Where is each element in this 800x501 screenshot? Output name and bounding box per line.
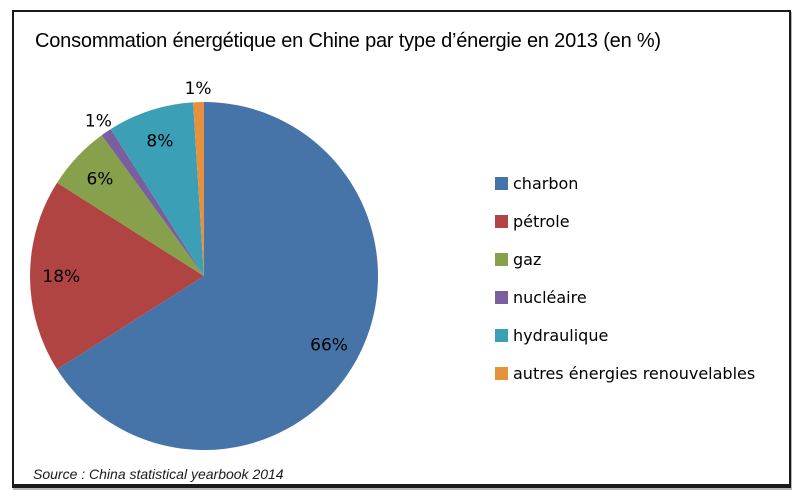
legend-item: autres énergies renouvelables: [495, 354, 755, 392]
pie-value-label: 1%: [185, 79, 212, 99]
pie-value-label: 66%: [310, 336, 348, 356]
legend-label: pétrole: [513, 211, 570, 231]
legend-item: gaz: [495, 240, 755, 278]
chart-frame: Consommation énergétique en Chine par ty…: [12, 10, 791, 488]
legend-swatch: [495, 366, 508, 380]
pie-chart: 66% 18% 6% 1% 8% 1%: [30, 79, 378, 450]
pie-slice-gaz: [57, 135, 204, 276]
pie-value-label: 1%: [85, 112, 112, 132]
legend-swatch: [495, 176, 508, 190]
pie-slice-nucléaire: [101, 129, 204, 276]
legend-swatch: [495, 290, 508, 304]
legend-label: gaz: [513, 249, 542, 269]
pie-value-label: 6%: [86, 169, 113, 189]
legend-item: hydraulique: [495, 316, 755, 354]
legend-swatch: [495, 252, 508, 266]
chart-legend: charbon pétrole gaz nucléaire hydraulique aut…: [495, 164, 755, 392]
legend-swatch: [495, 328, 508, 342]
pie-value-label: 18%: [42, 267, 80, 287]
legend-item: pétrole: [495, 202, 755, 240]
pie-slice-hydraulique: [110, 102, 204, 276]
pie-value-label: 8%: [146, 131, 173, 151]
source-note: Source : China statistical yearbook 2014: [33, 466, 284, 482]
chart-title: Consommation énergétique en Chine par ty…: [35, 30, 661, 52]
legend-label: autres énergies renouvelables: [513, 363, 756, 383]
pie-slice-charbon: [57, 102, 378, 450]
pie-value-labels: 66% 18% 6% 1% 8% 1%: [42, 79, 348, 356]
legend-swatch: [495, 214, 508, 228]
legend-item: nucléaire: [495, 278, 755, 316]
pie-slice-autres-énergies-renouvelables: [193, 102, 204, 276]
pie-slice-pétrole: [30, 182, 204, 370]
legend-label: charbon: [513, 173, 579, 193]
legend-label: nucléaire: [513, 287, 587, 307]
legend-label: hydraulique: [513, 325, 609, 345]
pie-slices: [30, 102, 378, 450]
legend-item: charbon: [495, 164, 755, 202]
